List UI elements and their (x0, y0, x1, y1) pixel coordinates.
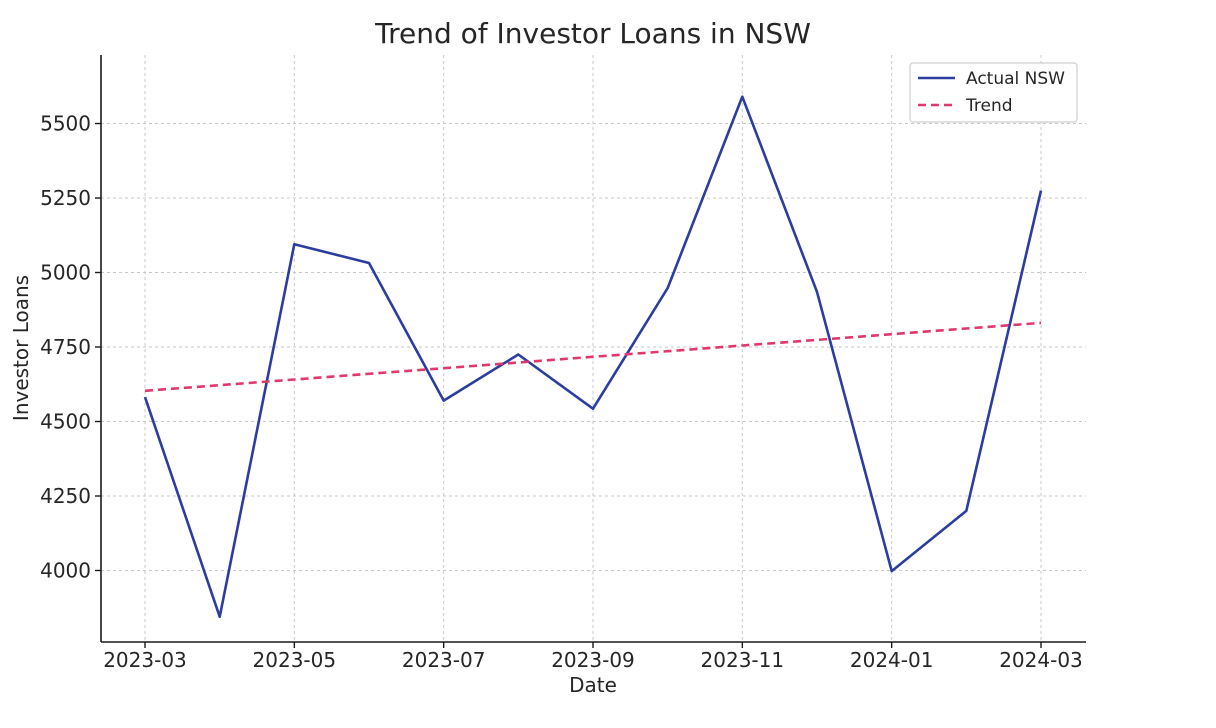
x-tick-label: 2023-11 (701, 648, 785, 672)
y-tick-label: 4750 (40, 335, 91, 359)
x-tick-label: 2023-05 (253, 648, 337, 672)
series-lines (143, 95, 1043, 619)
x-tick-label: 2024-01 (850, 648, 934, 672)
x-tick-label: 2023-07 (402, 648, 486, 672)
x-tick-label: 2023-03 (103, 648, 187, 672)
series-line-actual-nsw (143, 95, 1043, 619)
y-tick-label: 5500 (40, 112, 91, 136)
ticks: 4000 4250 4500 4750 5000 5250 5500 2023-03 2023-… (40, 112, 1083, 672)
y-tick-label: 4250 (40, 484, 91, 508)
y-tick-label: 5250 (40, 186, 91, 210)
series-line-trend (144, 321, 1042, 393)
legend-label-actual: Actual NSW (966, 69, 1065, 89)
legend: Actual NSW Trend (909, 62, 1078, 123)
legend-label-trend: Trend (965, 96, 1013, 116)
grid (101, 55, 1086, 642)
chart-title: Trend of Investor Loans in NSW (374, 17, 811, 50)
x-tick-label: 2024-03 (999, 648, 1083, 672)
x-tick-label: 2023-09 (551, 648, 635, 672)
x-axis-title: Date (569, 673, 617, 697)
y-tick-label: 4000 (40, 558, 91, 582)
y-tick-label: 4500 (40, 410, 91, 434)
y-tick-label: 5000 (40, 261, 91, 285)
y-axis-title: Investor Loans (9, 275, 33, 421)
